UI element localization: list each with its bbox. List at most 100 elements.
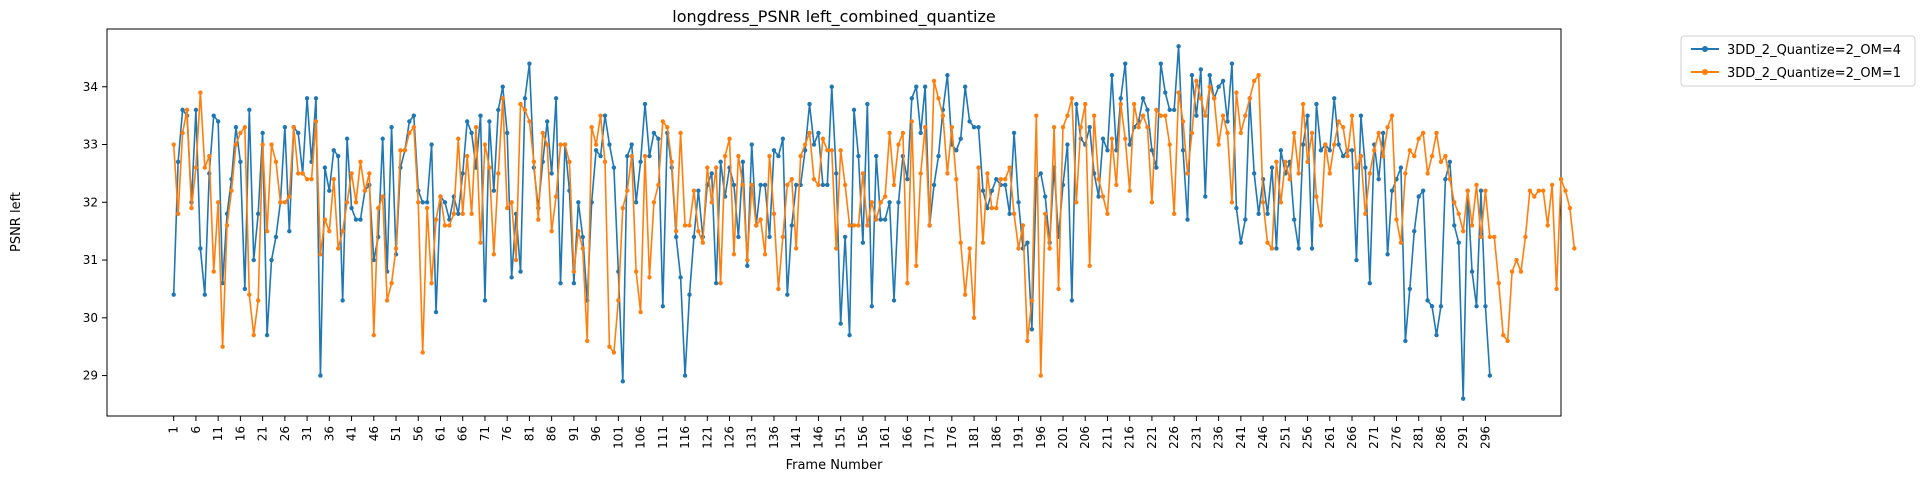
data-point: [1100, 136, 1106, 141]
data-point: [304, 96, 310, 101]
data-point: [429, 280, 434, 286]
data-point: [971, 315, 977, 321]
x-tick-label: 141: [789, 426, 803, 449]
data-point: [1398, 165, 1404, 170]
x-tick-label: 186: [989, 426, 1003, 449]
data-point: [722, 153, 728, 159]
data-point: [1536, 188, 1541, 193]
data-point: [1416, 194, 1421, 199]
data-point: [545, 142, 550, 147]
data-point: [1501, 332, 1506, 338]
data-point: [851, 107, 857, 113]
data-point: [1300, 142, 1306, 147]
data-point: [447, 223, 452, 228]
data-point: [620, 205, 625, 211]
data-point: [331, 176, 336, 182]
plot-area-frame: [106, 28, 1562, 417]
data-point: [438, 194, 443, 199]
data-point: [1229, 200, 1235, 205]
data-point: [780, 234, 786, 240]
data-point: [353, 217, 359, 222]
data-point: [327, 228, 332, 234]
data-point: [331, 148, 336, 153]
data-point: [967, 246, 972, 251]
data-point: [593, 142, 599, 147]
data-point: [287, 194, 292, 199]
x-tick-label: 16: [233, 426, 247, 441]
x-tick-label: 236: [1212, 426, 1226, 449]
data-point: [496, 171, 501, 176]
data-point: [1416, 136, 1421, 141]
data-point: [398, 148, 403, 153]
data-point: [1065, 113, 1070, 118]
data-point: [1140, 113, 1146, 118]
data-point: [1007, 165, 1012, 170]
data-point: [1238, 240, 1244, 245]
data-point: [1269, 246, 1275, 251]
data-point: [798, 153, 803, 159]
x-tick-label: 1: [167, 426, 181, 434]
data-point: [184, 107, 190, 113]
data-point: [1056, 286, 1061, 292]
data-point: [380, 194, 385, 199]
data-point: [905, 176, 910, 182]
data-point: [1429, 153, 1435, 159]
x-tick-label: 71: [478, 426, 492, 441]
data-point: [1198, 96, 1204, 101]
data-point: [1091, 113, 1097, 118]
data-point: [487, 119, 492, 124]
x-tick-label: 191: [1012, 426, 1026, 449]
data-point: [918, 130, 923, 136]
data-point: [909, 119, 915, 124]
data-point: [1060, 124, 1066, 130]
data-point: [669, 159, 674, 165]
data-point: [442, 223, 448, 228]
data-point: [611, 165, 617, 170]
data-point: [633, 269, 639, 274]
data-point: [1167, 142, 1172, 147]
x-tick-label: 286: [1434, 426, 1448, 449]
data-point: [1407, 286, 1413, 292]
data-point: [469, 211, 474, 217]
data-point: [745, 257, 750, 263]
data-point: [424, 205, 430, 211]
data-point: [527, 61, 532, 66]
data-point: [264, 332, 270, 338]
data-point: [1554, 286, 1559, 292]
data-point: [1043, 211, 1048, 217]
data-point: [491, 252, 497, 257]
data-point: [527, 119, 532, 124]
data-point: [1469, 269, 1475, 274]
data-point: [238, 159, 243, 165]
data-point: [260, 130, 265, 136]
data-point: [1243, 113, 1248, 118]
data-point: [807, 101, 812, 107]
data-point: [878, 200, 883, 205]
data-point: [1140, 96, 1146, 101]
data-point: [1447, 159, 1453, 165]
data-point: [1438, 304, 1444, 309]
data-point: [558, 142, 563, 147]
data-point: [682, 223, 688, 228]
data-point: [273, 159, 279, 165]
x-tick-label: 226: [1167, 426, 1181, 449]
data-point: [322, 165, 328, 170]
series-2: [171, 73, 1577, 378]
x-tick-label: 81: [522, 426, 536, 441]
data-point: [389, 280, 394, 286]
data-point: [504, 205, 510, 211]
data-point: [656, 136, 661, 141]
data-point: [362, 188, 368, 193]
data-point: [1145, 107, 1150, 113]
data-point: [794, 182, 799, 188]
data-point: [829, 148, 834, 153]
data-point: [936, 96, 941, 101]
chart-title: longdress_PSNR left_combined_quantize: [672, 7, 995, 27]
data-point: [420, 200, 425, 205]
data-point: [678, 275, 683, 280]
x-tick-label: 86: [545, 426, 559, 441]
data-point: [767, 234, 772, 240]
data-point: [1367, 171, 1373, 176]
data-point: [740, 159, 746, 165]
data-point: [1447, 176, 1453, 182]
